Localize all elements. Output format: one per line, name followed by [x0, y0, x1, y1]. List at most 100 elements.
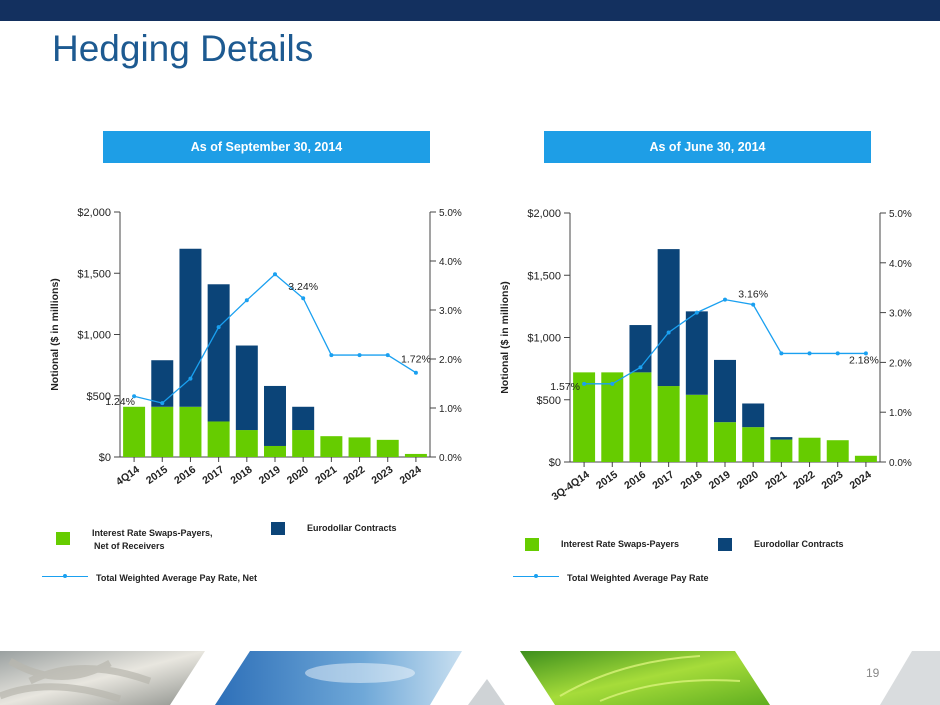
rate-point: [357, 353, 362, 358]
bar-swaps: [573, 372, 596, 462]
rate-point: [301, 296, 306, 301]
bar-swaps: [179, 406, 202, 457]
x-tick-label: 2018: [679, 469, 705, 492]
bar-swaps: [601, 372, 624, 462]
bar-swaps: [348, 437, 371, 457]
rate-point: [132, 394, 137, 399]
rate-point: [666, 330, 671, 335]
x-tick-label: 2023: [819, 469, 845, 492]
grey-triangle: [468, 679, 505, 705]
data-label: 1.57%: [550, 381, 580, 393]
legend-eurodollar-left: Eurodollar Contracts: [271, 522, 397, 535]
bar-swaps: [292, 430, 315, 457]
rate-point: [835, 351, 840, 356]
y-tick-label: $1,000: [527, 333, 561, 345]
bar-eurodollar: [770, 437, 793, 440]
y-tick-label: $1,500: [527, 270, 561, 282]
y-axis-label: Notional ($ in millions): [49, 278, 61, 391]
y2-tick-label: 1.0%: [439, 404, 462, 415]
bar-swaps: [742, 427, 765, 462]
legend-line-key: [42, 572, 88, 581]
bar-swaps: [826, 440, 849, 462]
data-label: 3.16%: [738, 289, 768, 301]
bar-eurodollar: [657, 249, 680, 387]
y-tick-label: $1,000: [77, 330, 111, 342]
rate-point: [694, 310, 699, 315]
x-tick-label: 2022: [791, 469, 817, 492]
legend-swaps-left: Interest Rate Swaps-Payers, Net of Recei…: [56, 527, 213, 553]
leaf-image: [520, 651, 770, 705]
bar-eurodollar: [235, 345, 258, 431]
bar-eurodollar: [207, 284, 230, 422]
y2-tick-label: 5.0%: [439, 208, 462, 219]
sky-image: [215, 651, 462, 705]
rate-point: [807, 351, 812, 356]
legend-rate-left: Total Weighted Average Pay Rate, Net: [42, 572, 257, 585]
bar-swaps: [657, 386, 680, 462]
grey-shape: [880, 651, 940, 705]
rate-point: [244, 298, 249, 303]
x-tick-label: 2021: [763, 469, 789, 492]
y2-tick-label: 3.0%: [439, 306, 462, 317]
x-tick-label: 2017: [650, 469, 676, 492]
rate-point: [329, 353, 334, 358]
x-tick-label: 3Q-4Q14: [550, 469, 592, 504]
legend-rate-label: Total Weighted Average Pay Rate, Net: [96, 573, 258, 583]
y2-tick-label: 4.0%: [889, 259, 912, 270]
bar-swaps: [151, 406, 174, 457]
bar-swaps: [714, 422, 736, 462]
bar-swaps: [770, 439, 793, 462]
bar-swaps: [320, 436, 343, 457]
bar-swaps: [629, 372, 652, 462]
rate-point: [188, 376, 193, 381]
legend-eurodollar-label: Eurodollar Contracts: [754, 539, 844, 549]
rate-point: [723, 297, 727, 302]
y2-tick-label: 2.0%: [439, 355, 462, 366]
page-title: Hedging Details: [52, 28, 314, 69]
rate-point: [385, 353, 390, 358]
bar-eurodollar: [742, 403, 765, 428]
legend-swaps-line1: Interest Rate Swaps-Payers,: [92, 528, 213, 538]
y2-tick-label: 5.0%: [889, 209, 912, 220]
x-tick-label: 2015: [594, 469, 620, 492]
x-tick-label: 2019: [707, 469, 733, 492]
bar-swaps: [207, 421, 230, 457]
legend-swaps-label: Interest Rate Swaps-Payers: [561, 539, 680, 549]
bar-eurodollar: [629, 325, 652, 373]
bar-swaps: [404, 453, 427, 457]
rope-image: [0, 651, 205, 705]
rate-point: [610, 381, 615, 386]
rate-point: [751, 302, 756, 307]
legend-line-key: [513, 572, 559, 581]
y2-tick-label: 0.0%: [889, 458, 912, 469]
rate-point: [413, 370, 418, 375]
y2-tick-label: 2.0%: [889, 358, 912, 369]
banner-june: As of June 30, 2014: [544, 131, 871, 163]
bar-swaps: [685, 394, 708, 462]
bar-swaps: [798, 437, 821, 462]
legend-rate-label: Total Weighted Average Pay Rate: [567, 573, 709, 583]
bar-swaps: [235, 430, 258, 457]
y-tick-label: $2,000: [527, 208, 561, 220]
banner-september: As of September 30, 2014: [103, 131, 430, 163]
legend-swatch-swaps: [56, 532, 70, 545]
legend-swaps-right: Interest Rate Swaps-Payers: [525, 538, 679, 551]
rate-point: [160, 401, 165, 406]
legend-swaps-line2: Net of Receivers: [94, 541, 165, 551]
bar-eurodollar: [264, 385, 286, 446]
data-label: 2.18%: [849, 354, 879, 366]
rate-point: [863, 351, 868, 356]
legend-eurodollar-right: Eurodollar Contracts: [718, 538, 844, 551]
x-tick-label: 2016: [622, 469, 648, 492]
y2-tick-label: 3.0%: [889, 309, 912, 320]
x-tick-label: 2020: [735, 469, 761, 492]
bar-swaps: [264, 445, 286, 457]
legend-swatch-eurodollar: [271, 522, 285, 535]
data-label: 1.24%: [105, 396, 135, 408]
bar-eurodollar: [714, 359, 736, 423]
y-tick-label: $0: [549, 457, 561, 469]
y-tick-label: $0: [99, 452, 111, 464]
rate-point: [582, 381, 587, 386]
